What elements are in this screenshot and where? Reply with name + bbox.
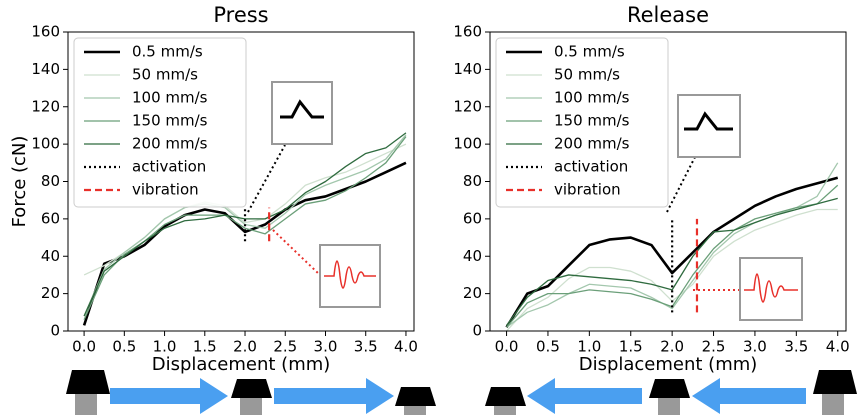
button-icon <box>649 379 690 415</box>
x-tick-label: 1.0 <box>153 338 177 356</box>
button-icon <box>231 379 272 415</box>
activation-glyph <box>684 111 733 131</box>
x-tick-label: 0.0 <box>495 338 519 356</box>
series-line <box>506 197 838 326</box>
activation-inset <box>271 81 333 145</box>
legend-label: activation <box>132 158 206 176</box>
button-icon <box>813 370 857 415</box>
y-tick-label: 60 <box>41 209 60 227</box>
legend-label: vibration <box>132 181 199 199</box>
activation-inset <box>677 94 741 158</box>
series-line <box>505 176 839 328</box>
chart-title: Press <box>213 3 268 27</box>
x-tick-label: 1.5 <box>193 338 217 356</box>
legend-box <box>495 37 669 208</box>
arrow-left <box>527 378 642 414</box>
legend-label: 200 mm/s <box>554 135 630 153</box>
x-tick-label: 3.5 <box>784 338 808 356</box>
y-tick-label: 80 <box>463 172 482 190</box>
y-tick-label: 100 <box>453 135 482 153</box>
x-tick-label: 0.5 <box>112 338 136 356</box>
y-tick-label: 80 <box>41 172 60 190</box>
legend-label: 100 mm/s <box>132 89 208 107</box>
release-sequence <box>485 370 857 415</box>
legend-label: activation <box>554 158 628 176</box>
connector <box>272 229 321 276</box>
y-tick-label: 0 <box>50 322 60 340</box>
x-tick-label: 2.0 <box>660 338 684 356</box>
legend-label: 50 mm/s <box>554 66 620 84</box>
x-tick-label: 1.5 <box>619 338 643 356</box>
legend-box <box>73 37 247 208</box>
x-tick-label: 2.5 <box>273 338 297 356</box>
legend-label: 0.5 mm/s <box>554 43 625 61</box>
y-tick-label: 120 <box>453 97 482 115</box>
y-tick-label: 100 <box>31 135 60 153</box>
subplot: 0 20 40 60 80 100 120 140 160 0.0 0.5 1.0 1.5 2.0 2.5 3… <box>9 3 418 375</box>
press-sequence <box>66 370 436 415</box>
x-tick-label: 2.0 <box>233 338 257 356</box>
subplot: 0 20 40 60 80 100 120 140 160 0.0 0.5 1.0 1.5 2.0 2.5 3… <box>453 3 849 375</box>
insets <box>247 81 803 321</box>
x-tick-label: 3.5 <box>354 338 378 356</box>
button-icon <box>485 387 526 415</box>
legend-label: 150 mm/s <box>132 112 208 130</box>
legend-label: 200 mm/s <box>132 135 208 153</box>
y-tick-label: 60 <box>463 209 482 227</box>
y-tick-label: 40 <box>41 247 60 265</box>
x-tick-label: 4.0 <box>826 338 850 356</box>
activation-glyph <box>280 99 324 119</box>
y-tick-label: 20 <box>463 284 482 302</box>
connector <box>666 156 696 213</box>
y-tick-label: 160 <box>31 23 60 41</box>
button-icon <box>395 387 436 415</box>
y-tick-label: 140 <box>31 60 60 78</box>
arrow-right <box>274 378 394 414</box>
x-tick-label: 0.5 <box>536 338 560 356</box>
arrow-left <box>692 378 806 414</box>
legend-label: 50 mm/s <box>132 66 198 84</box>
y-tick-label: 160 <box>453 23 482 41</box>
arrow-right <box>110 378 228 414</box>
vibration-inset <box>739 257 803 321</box>
x-tick-label: 0.0 <box>72 338 96 356</box>
connector <box>247 144 286 213</box>
y-tick-label: 20 <box>41 284 60 302</box>
legend-label: 100 mm/s <box>554 89 630 107</box>
series-line <box>83 132 407 317</box>
x-tick-label: 2.5 <box>702 338 726 356</box>
y-tick-label: 40 <box>463 247 482 265</box>
legend-label: vibration <box>554 181 621 199</box>
vibration-glyph <box>744 273 798 303</box>
y-tick-label: 140 <box>453 60 482 78</box>
x-tick-label: 4.0 <box>394 338 418 356</box>
legend-label: 150 mm/s <box>554 112 630 130</box>
button-icon <box>66 370 110 415</box>
chart-title: Release <box>627 3 709 27</box>
y-tick-label: 0 <box>472 322 482 340</box>
vibration-glyph <box>324 260 376 289</box>
y-axis-label: Force (cN) <box>9 136 30 228</box>
x-axis-label: Displacement (mm) <box>579 354 758 375</box>
y-tick-label: 120 <box>31 97 60 115</box>
x-tick-label: 3.0 <box>743 338 767 356</box>
x-tick-label: 1.0 <box>577 338 601 356</box>
x-tick-label: 3.0 <box>314 338 338 356</box>
x-axis-label: Displacement (mm) <box>152 354 331 375</box>
legend-label: 0.5 mm/s <box>132 43 203 61</box>
